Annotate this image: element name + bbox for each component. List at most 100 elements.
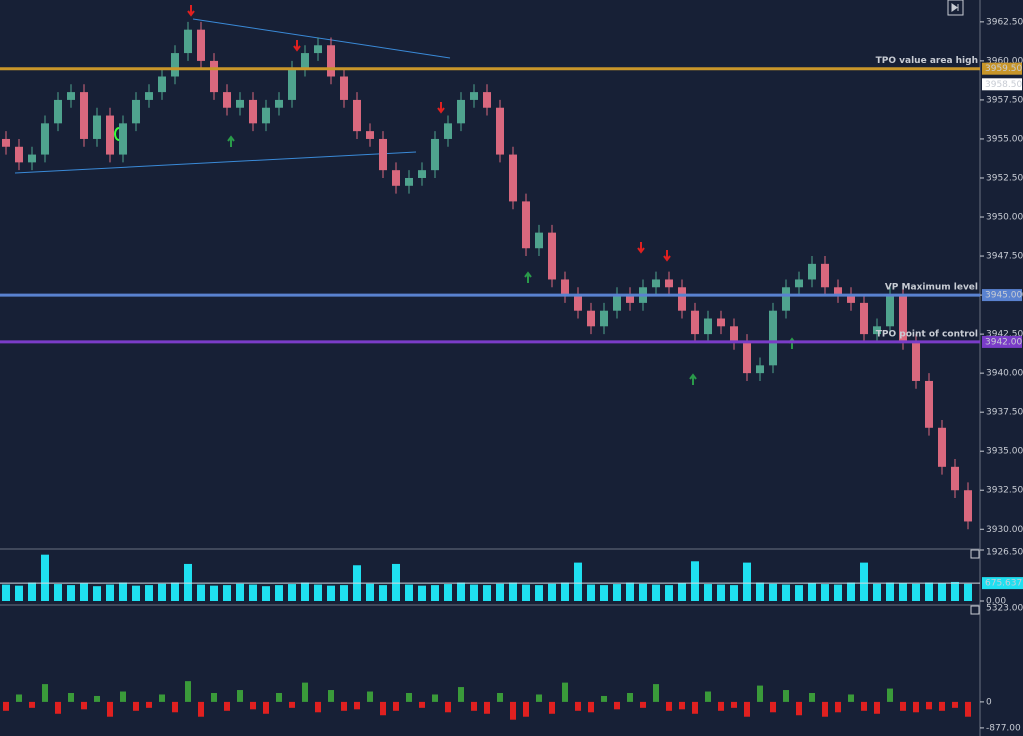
volume-bar (54, 584, 62, 601)
volume-bar (184, 563, 192, 601)
volume-bar (886, 582, 894, 601)
volume-bar (197, 584, 205, 601)
oscillator-bar (861, 701, 867, 711)
candle-body (769, 310, 777, 366)
volume-bar (743, 562, 751, 601)
oscillator-bar (588, 701, 594, 713)
oscillator-bar (16, 694, 22, 702)
volume-bar (509, 582, 517, 601)
candle-body (54, 99, 62, 124)
oscillator-bar (562, 682, 568, 702)
oscillator-bar (497, 693, 503, 702)
oscillator-bar (3, 701, 9, 711)
y-tick-label: 3960.00 (986, 56, 1023, 66)
candle-body (548, 232, 556, 280)
oscillator-bar (107, 701, 113, 717)
scroll-button[interactable] (947, 0, 964, 16)
oscillator-bar (55, 701, 61, 714)
candle-body (197, 29, 205, 61)
candle-body (106, 115, 114, 155)
volume-bar (639, 583, 647, 601)
candle-body (340, 76, 348, 100)
y-tick-label: 3935.00 (986, 447, 1023, 457)
price-tag-label: 3942.00 (985, 337, 1022, 347)
volume-bar (249, 584, 257, 601)
candle-body (158, 76, 166, 93)
trend-line (192, 18, 451, 59)
candle-body (795, 279, 803, 288)
volume-bar (405, 584, 413, 601)
close-panel-button[interactable] (970, 549, 980, 559)
oscillator-bar (120, 691, 126, 702)
oscillator-bar (718, 701, 724, 711)
y-tick-label: 3962.50 (986, 17, 1023, 27)
oscillator-bar (822, 701, 828, 717)
volume-bar (41, 554, 49, 601)
oscillator-bar (653, 684, 659, 702)
y-tick-label: 3942.50 (986, 330, 1023, 340)
level-label: TPO point of control (876, 329, 978, 339)
volume-bar (730, 585, 738, 601)
volume-bar (2, 584, 10, 601)
candle-body (912, 341, 920, 381)
price-tag-label: 3959.50 (985, 64, 1022, 74)
oscillator-bar (536, 694, 542, 702)
close-panel-button[interactable] (970, 605, 980, 615)
candle-body (886, 295, 894, 327)
candle-body (171, 53, 179, 77)
candle-body (847, 295, 855, 303)
y-tick-label: 3930.00 (986, 525, 1023, 535)
candle-body (470, 92, 478, 100)
oscillator-bar (315, 701, 321, 713)
oscillator-bar (159, 694, 165, 702)
oscillator-bar (432, 694, 438, 702)
candle-body (145, 92, 153, 100)
oscillator-bar (445, 701, 451, 713)
buy-arrow (689, 373, 697, 385)
last-price-label: 3958.50 (985, 80, 1022, 90)
candle-body (873, 326, 881, 335)
volume-bar (626, 582, 634, 601)
volume-bar (652, 584, 660, 601)
candle-body (691, 310, 699, 335)
sell-arrow (293, 40, 301, 52)
oscillator-bar (887, 688, 893, 702)
volume-bar (964, 583, 972, 601)
oscillator-bar (692, 701, 698, 714)
volume-bar (769, 583, 777, 601)
volume-bar (15, 585, 23, 601)
volume-bar (470, 584, 478, 601)
oscillator-bar (484, 701, 490, 714)
candle-body (535, 232, 543, 249)
candle-body (2, 138, 10, 147)
oscillator-bar (172, 701, 178, 713)
volume-bar (782, 584, 790, 601)
y-tick-label: 3937.50 (986, 408, 1023, 418)
volume-bar (119, 582, 127, 601)
volume-bar (899, 582, 907, 601)
candle-body (951, 466, 959, 491)
average-label: 675.6375 (985, 579, 1023, 589)
y-tick-label: 3932.50 (986, 486, 1023, 496)
price-tag (982, 62, 1022, 75)
volume-bar (665, 585, 673, 601)
oscillator-bar (601, 695, 607, 702)
candle-body (210, 60, 218, 93)
sell-arrow (437, 102, 445, 114)
volume-bar (600, 585, 608, 601)
volume-bar (691, 561, 699, 601)
volume-bar (821, 584, 829, 601)
candle-body (379, 138, 387, 171)
oscillator-bar (29, 701, 35, 708)
candle-body (522, 201, 530, 249)
candle-body (574, 295, 582, 311)
price-tag-label: 3945.00 (985, 291, 1022, 301)
oscillator-bar (874, 701, 880, 714)
y-tick-label: 3950.00 (986, 213, 1023, 223)
oscillator-bar (965, 701, 971, 717)
oscillator-bar (419, 701, 425, 708)
oscillator-bar (614, 701, 620, 710)
